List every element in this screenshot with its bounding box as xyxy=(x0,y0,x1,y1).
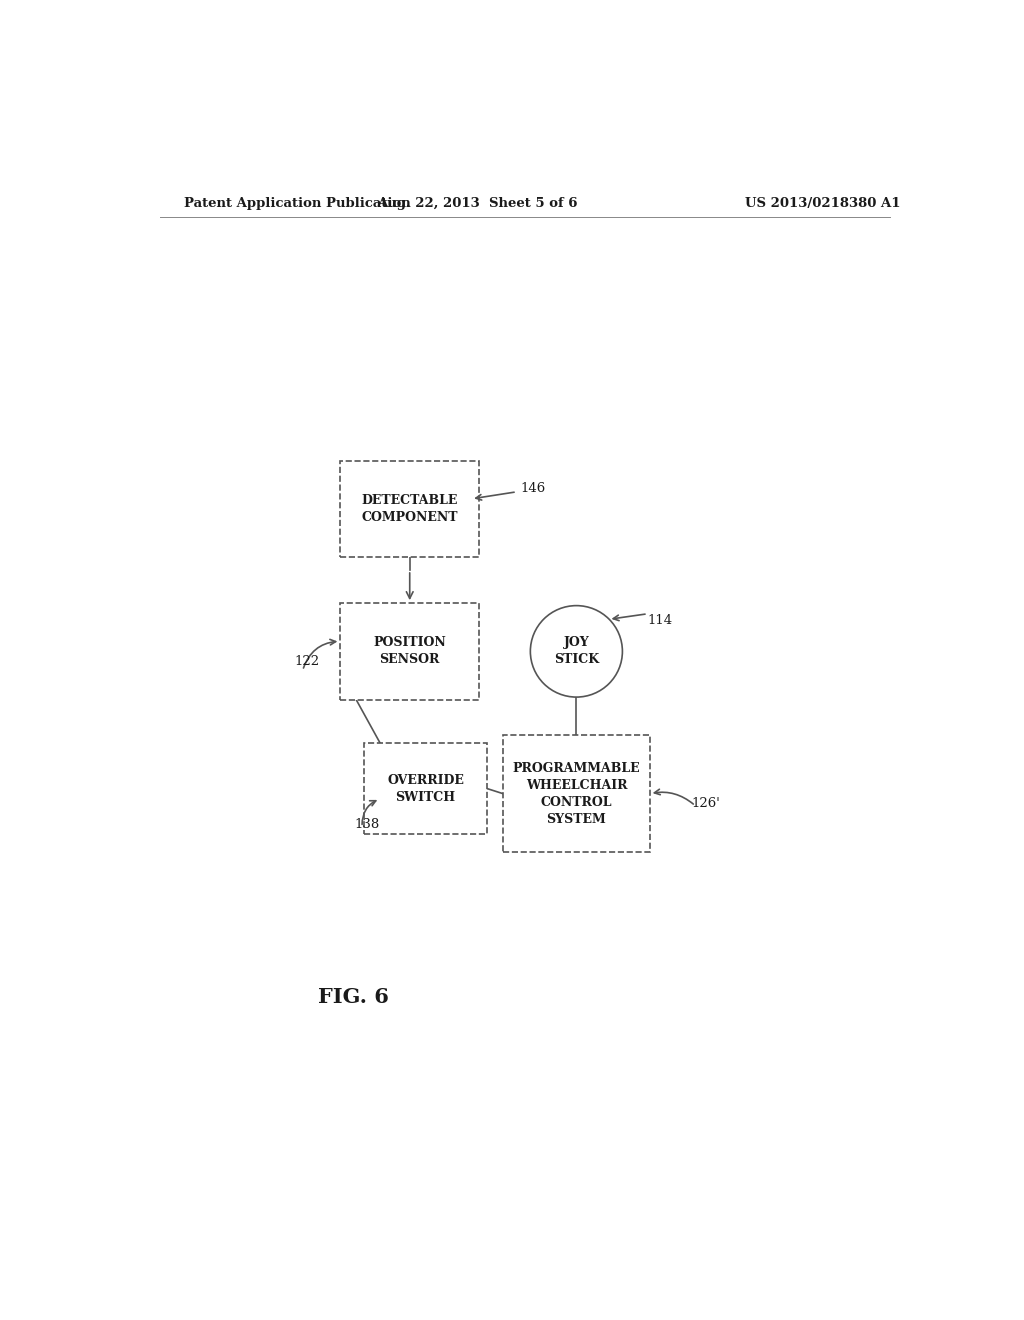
Bar xyxy=(365,743,487,834)
Ellipse shape xyxy=(530,606,623,697)
Text: 114: 114 xyxy=(648,614,673,627)
Text: 138: 138 xyxy=(354,817,380,830)
Text: PROGRAMMABLE
WHEELCHAIR
CONTROL
SYSTEM: PROGRAMMABLE WHEELCHAIR CONTROL SYSTEM xyxy=(513,762,640,825)
Text: OVERRIDE
SWITCH: OVERRIDE SWITCH xyxy=(387,774,464,804)
Bar xyxy=(340,603,479,700)
Text: 126': 126' xyxy=(691,797,720,810)
Text: Patent Application Publication: Patent Application Publication xyxy=(183,197,411,210)
Text: Aug. 22, 2013  Sheet 5 of 6: Aug. 22, 2013 Sheet 5 of 6 xyxy=(377,197,578,210)
Text: JOY
STICK: JOY STICK xyxy=(554,636,599,667)
Text: 122: 122 xyxy=(295,655,319,668)
Bar xyxy=(503,735,650,853)
Text: POSITION
SENSOR: POSITION SENSOR xyxy=(374,636,446,667)
Text: FIG. 6: FIG. 6 xyxy=(318,987,389,1007)
Text: US 2013/0218380 A1: US 2013/0218380 A1 xyxy=(744,197,900,210)
Text: DETECTABLE
COMPONENT: DETECTABLE COMPONENT xyxy=(361,494,458,524)
Text: 146: 146 xyxy=(521,482,546,495)
Bar xyxy=(340,461,479,557)
